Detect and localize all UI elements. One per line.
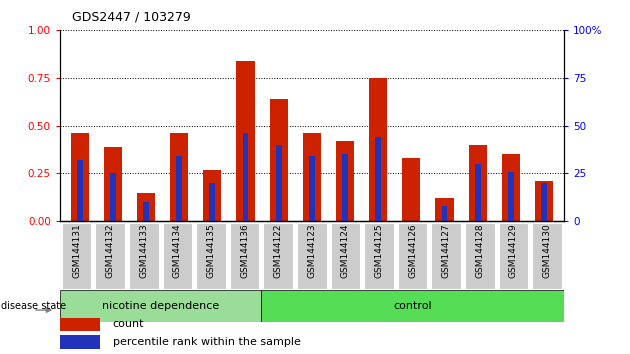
Bar [535, 181, 553, 221]
Bar [60, 290, 261, 322]
Text: count: count [113, 319, 144, 329]
Bar [442, 206, 447, 221]
Bar [475, 164, 481, 221]
Bar [230, 223, 260, 289]
Bar [77, 160, 83, 221]
Text: GSM144133: GSM144133 [139, 223, 148, 278]
Bar [402, 158, 420, 221]
Text: GSM144128: GSM144128 [476, 223, 484, 278]
Bar [137, 193, 155, 221]
Bar [276, 145, 282, 221]
Bar [243, 133, 248, 221]
Text: GSM144134: GSM144134 [173, 223, 182, 278]
Text: GSM144132: GSM144132 [106, 223, 115, 278]
Text: disease state: disease state [1, 301, 66, 311]
Bar [143, 202, 149, 221]
Bar [398, 223, 427, 289]
Bar [104, 147, 122, 221]
Bar [469, 145, 487, 221]
Bar [176, 156, 182, 221]
Bar [62, 223, 91, 289]
Bar [309, 156, 315, 221]
Bar [501, 154, 520, 221]
Text: GSM144129: GSM144129 [509, 223, 518, 278]
Text: GSM144124: GSM144124 [341, 223, 350, 278]
Bar [532, 223, 562, 289]
Bar [129, 223, 159, 289]
Bar [71, 133, 89, 221]
Bar [197, 223, 226, 289]
Text: GSM144125: GSM144125 [375, 223, 384, 278]
Bar [209, 183, 215, 221]
Text: GSM144126: GSM144126 [408, 223, 417, 278]
Bar [261, 290, 564, 322]
Text: percentile rank within the sample: percentile rank within the sample [113, 337, 301, 347]
Text: GSM144131: GSM144131 [72, 223, 81, 278]
Bar [170, 133, 188, 221]
Bar [331, 223, 360, 289]
Bar [263, 223, 293, 289]
Bar [375, 137, 381, 221]
Text: GSM144123: GSM144123 [307, 223, 316, 278]
Bar [60, 335, 100, 349]
Bar [499, 223, 528, 289]
Bar [96, 223, 125, 289]
Text: GSM144130: GSM144130 [542, 223, 551, 278]
Bar [303, 133, 321, 221]
Bar [432, 223, 461, 289]
Bar [508, 172, 513, 221]
Bar [342, 154, 348, 221]
Bar [60, 318, 100, 331]
Bar [270, 99, 288, 221]
Text: GSM144122: GSM144122 [274, 223, 283, 278]
Bar [369, 78, 387, 221]
Bar [110, 173, 116, 221]
Bar [465, 223, 495, 289]
Bar [336, 141, 354, 221]
Bar [203, 170, 222, 221]
Text: GSM144136: GSM144136 [240, 223, 249, 278]
Text: nicotine dependence: nicotine dependence [102, 301, 219, 311]
Text: GSM144127: GSM144127 [442, 223, 450, 278]
Text: GDS2447 / 103279: GDS2447 / 103279 [72, 10, 191, 23]
Bar [297, 223, 326, 289]
Bar [364, 223, 394, 289]
Bar [435, 198, 454, 221]
Text: GSM144135: GSM144135 [207, 223, 215, 278]
Bar [163, 223, 192, 289]
Text: control: control [393, 301, 432, 311]
Bar [236, 61, 255, 221]
Bar [541, 183, 547, 221]
